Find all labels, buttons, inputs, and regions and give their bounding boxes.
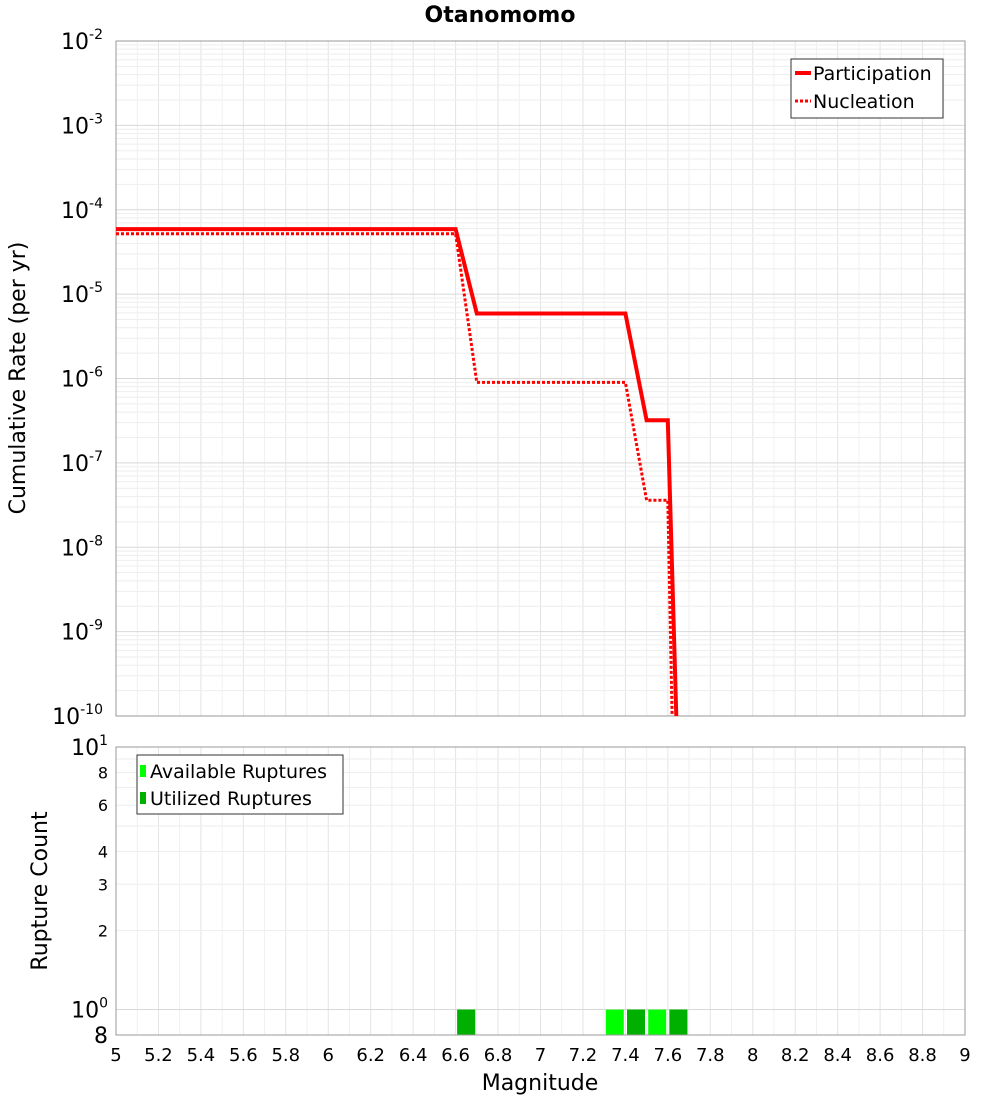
top-y-tick-label-base: 10: [61, 283, 89, 308]
x-tick-label: 5: [110, 1045, 121, 1066]
bottom-y-tick-label: 8: [98, 763, 108, 782]
x-tick-label: 5.8: [271, 1045, 300, 1066]
legend-label-utilized: Utilized Ruptures: [150, 788, 312, 810]
x-tick-label: 5.2: [144, 1045, 173, 1066]
bottom-y-tick-label-base: 8: [94, 1024, 108, 1049]
x-tick-label: 6.8: [484, 1045, 513, 1066]
x-tick-label: 6.6: [441, 1045, 470, 1066]
series-line-participation: [116, 227, 679, 717]
x-tick-label: 5.6: [229, 1045, 258, 1066]
bar-available: [648, 1009, 667, 1035]
bottom-y-tick-label: 6: [98, 796, 108, 815]
x-tick-label: 6.4: [399, 1045, 428, 1066]
top-y-tick-label: 10-5: [61, 280, 103, 308]
top-y-tick-label: 10-3: [61, 111, 103, 139]
x-tick-label: 7.2: [569, 1045, 598, 1066]
bottom-y-tick-label-base: 4: [98, 842, 108, 861]
bottom-y-tick-label: 8: [94, 1024, 108, 1049]
x-tick-label: 8.4: [823, 1045, 852, 1066]
x-tick-label: 8.6: [866, 1045, 895, 1066]
x-tick-label: 8.2: [781, 1045, 810, 1066]
top-y-tick-label: 10-6: [61, 365, 103, 393]
x-tick-label: 6: [323, 1045, 334, 1066]
top-y-tick-label-base: 10: [61, 199, 89, 224]
legend-label-nucleation: Nucleation: [813, 91, 915, 113]
top-y-tick-label-base: 10: [61, 30, 89, 55]
legend-swatch-utilized: [140, 792, 146, 804]
bottom-y-tick-label-base: 6: [98, 796, 108, 815]
top-y-tick-label-exponent: -2: [89, 27, 103, 43]
top-y-tick-label-exponent: -8: [89, 533, 103, 549]
bottom-y-tick-label: 2: [98, 922, 108, 941]
x-tick-label: 6.2: [356, 1045, 385, 1066]
top-y-tick-label-base: 10: [61, 621, 89, 646]
bottom-y-tick-label-base: 3: [98, 875, 108, 894]
bottom-y-tick-label-base: 10: [71, 999, 99, 1024]
top-y-tick-label-exponent: -5: [89, 280, 103, 296]
bar-available: [605, 1009, 624, 1035]
top-plot-grid: [115, 41, 966, 717]
bottom-y-tick-label: 100: [71, 996, 108, 1024]
top-y-tick-label: 10-4: [61, 196, 103, 224]
bottom-y-tick-label: 101: [71, 733, 108, 761]
bottom-plot-grid: [115, 747, 966, 1035]
top-y-tick-label-exponent: -7: [89, 449, 103, 465]
bottom-bars: [457, 1009, 688, 1035]
bottom-y-tick-label-base: 2: [98, 922, 108, 941]
bottom-plot-frame: [115, 746, 966, 1036]
top-y-tick-label-base: 10: [61, 368, 89, 393]
bottom-y-tick-label-exponent: 1: [99, 733, 108, 749]
legend-swatch-available: [140, 765, 146, 777]
x-tick-label: 8.8: [908, 1045, 937, 1066]
x-tick-label: 5.4: [187, 1045, 216, 1066]
top-y-tick-label-base: 10: [61, 452, 89, 477]
top-plot-frame: [115, 40, 966, 717]
top-series-lines: [116, 227, 679, 717]
x-axis-label: Magnitude: [482, 1071, 599, 1096]
top-y-tick-label-exponent: -3: [89, 111, 103, 127]
top-y-tick-label-exponent: -6: [89, 365, 103, 381]
bottom-y-tick-label-exponent: 0: [99, 996, 108, 1012]
top-y-tick-label-base: 10: [61, 114, 89, 139]
bottom-y-axis-label: Rupture Count: [28, 811, 53, 971]
x-tick-label: 9: [959, 1045, 970, 1066]
top-y-tick-label-base: 10: [52, 705, 80, 730]
x-tick-label: 7: [535, 1045, 546, 1066]
top-y-tick-label-base: 10: [61, 536, 89, 561]
x-tick-labels: 5 5.2 5.4 5.6 5.8 6 6.2 6.4 6.6 6.8 7 7.2 7.4 7.6 7.8 8…: [110, 1045, 970, 1066]
x-tick-label: 7.8: [696, 1045, 725, 1066]
x-tick-label: 7.4: [611, 1045, 640, 1066]
top-y-axis-label: Cumulative Rate (per yr): [6, 242, 31, 515]
top-y-tick-label: 10-9: [61, 618, 103, 646]
top-y-tick-label-exponent: -10: [80, 702, 103, 718]
top-y-tick-label-exponent: -4: [89, 196, 103, 212]
top-y-tick-labels: 10-210-310-410-510-610-710-810-910-10: [52, 27, 103, 730]
bottom-y-tick-label-base: 8: [98, 763, 108, 782]
chart-title: Otanomomo: [425, 3, 576, 28]
bottom-y-tick-label: 3: [98, 875, 108, 894]
legend-label-participation: Participation: [813, 63, 932, 85]
top-y-tick-label: 10-10: [52, 702, 103, 730]
x-tick-label: 8: [747, 1045, 758, 1066]
bottom-y-tick-label-base: 10: [71, 736, 99, 761]
bottom-legend: Available Ruptures Utilized Ruptures: [136, 754, 344, 815]
top-legend-box: [790, 58, 944, 119]
bottom-legend-box: [136, 754, 344, 815]
bar-utilized: [457, 1009, 476, 1035]
legend-label-available: Available Ruptures: [150, 761, 327, 783]
top-y-tick-label-exponent: -9: [89, 618, 103, 634]
top-y-tick-label: 10-2: [61, 27, 103, 55]
bar-utilized: [627, 1009, 645, 1035]
bar-utilized: [669, 1009, 688, 1035]
top-y-tick-label: 10-7: [61, 449, 103, 477]
top-y-tick-label: 10-8: [61, 533, 103, 561]
bottom-y-tick-label: 4: [98, 842, 108, 861]
x-tick-label: 7.6: [654, 1045, 683, 1066]
top-legend: Participation Nucleation: [790, 58, 944, 119]
